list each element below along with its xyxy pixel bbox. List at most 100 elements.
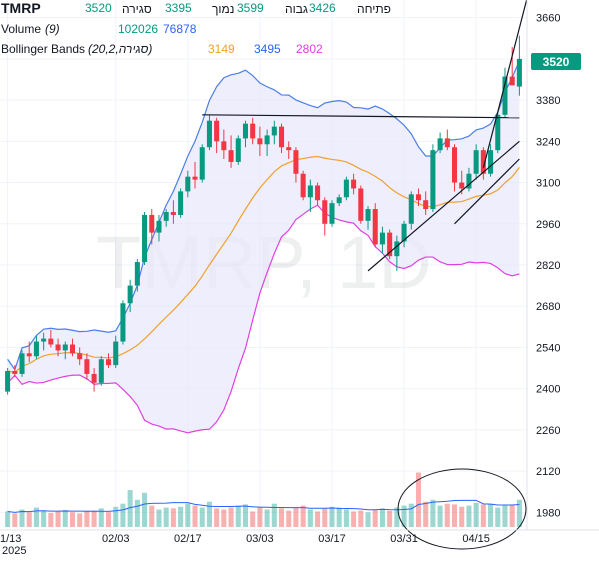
bb-basis-value: 3149 [208,42,235,56]
open-label: פתיחה [357,2,391,16]
symbol-name[interactable]: TMRP [1,0,41,16]
volume-bar [502,505,508,527]
candle-body [163,212,169,221]
candle-body [423,200,429,210]
candle-body [91,373,97,383]
price-tick-label: 3380 [536,95,560,107]
volume-bar [33,507,39,527]
volume-legend: Volume (9) 102026 76878 [0,22,300,38]
volume-bar [415,472,422,527]
volume-bar [372,509,378,527]
candle-body [12,371,18,374]
volume-bar [178,506,184,527]
ohlc-legend: TMRP 3520 סגירה 3395 נמוך 3599 גבוה 3426… [0,0,400,18]
volume-bar [91,511,97,527]
candle-body [77,353,83,360]
candle-body [329,203,335,224]
candle-body [480,150,486,174]
candle-body [26,353,32,357]
time-tick-label: 04/15 [462,533,490,545]
volume-ma-line [7,499,520,513]
candle-body [228,150,234,162]
candle-body [365,209,371,221]
volume-bar [113,506,119,527]
volume-bar [480,504,486,527]
price-axis-bg [527,0,599,557]
candlesticks [5,35,522,395]
high-label: גבוה [285,2,308,16]
price-axis[interactable]: 3660 3520 3380 3240 3100 2960 2820 2680 2540 2400… [526,0,599,557]
candle-body [221,141,227,151]
volume-bar [77,513,83,527]
candle-body [351,179,357,189]
candle-body [293,150,299,174]
volume-bar [48,513,54,527]
bb-legend: Bollinger Bands (20,2,סגירה) 3149 3495 2… [0,42,340,58]
candle-body [502,76,508,115]
volume-bar [322,508,328,527]
trendlines[interactable] [202,0,528,272]
candle-body [264,135,270,145]
volume-ma-value: 76878 [163,22,197,36]
candle-body [387,232,393,257]
volume-bar [423,501,429,527]
volume-label[interactable]: Volume [1,22,42,36]
volume-bar [387,510,393,527]
volume-bar [379,508,385,527]
trendline [367,140,520,272]
candle-body [459,182,465,189]
time-axis[interactable]: 01/13 02/03 02/17 03/03 03/17 03/31 04/15 2025 [0,529,599,557]
volume-bar [127,490,133,527]
volume-bar [185,503,191,527]
time-tick-label: 02/17 [174,533,202,545]
volume-bar [84,510,90,527]
bb-label[interactable]: Bollinger Bands [1,42,86,56]
volume-bar [343,509,349,527]
volume-bar [264,509,270,527]
candle-body [113,341,119,366]
price-tick-label: 3100 [536,178,560,190]
time-tick-label: 02/03 [102,533,130,545]
current-price-label: 3520 [543,55,570,69]
candle-body [466,173,472,189]
trendline [454,158,520,225]
volume-bar [26,512,32,527]
candle-body [206,120,212,148]
candle-body [41,338,47,342]
close-value: 3520 [85,1,112,15]
candle-body [444,138,450,148]
candle-body [372,209,378,245]
volume-bar [55,511,61,527]
bb-upper-value: 3495 [254,42,281,56]
candle-body [394,241,400,257]
candle-body [69,344,76,354]
volume-bar [250,511,256,527]
candle-body [322,200,328,224]
candle-body [430,150,436,210]
time-tick-label: 03/17 [318,533,346,545]
volume-bar [235,505,241,527]
time-tick-label: 03/03 [246,533,274,545]
candle-body [142,214,148,263]
volume-bar [192,505,198,527]
time-tick-label: 03/31 [390,533,418,545]
volume-bar [408,503,414,527]
volume-bar [437,505,443,527]
volume-bar [228,507,234,527]
volume-bar [206,501,212,527]
volume-bar [307,509,313,527]
low-label: נמוך [212,2,235,16]
candle-body [300,173,306,198]
volume-bar [488,503,494,527]
volume-highlight-ellipse [397,468,527,550]
candle-body [278,126,285,148]
candle-body [178,191,184,215]
candle-body [250,123,256,139]
highlight-oval[interactable] [397,468,527,550]
volume-bar [156,509,162,527]
volume-bar [365,512,371,527]
candle-body [473,150,479,174]
candle-body [192,176,198,180]
